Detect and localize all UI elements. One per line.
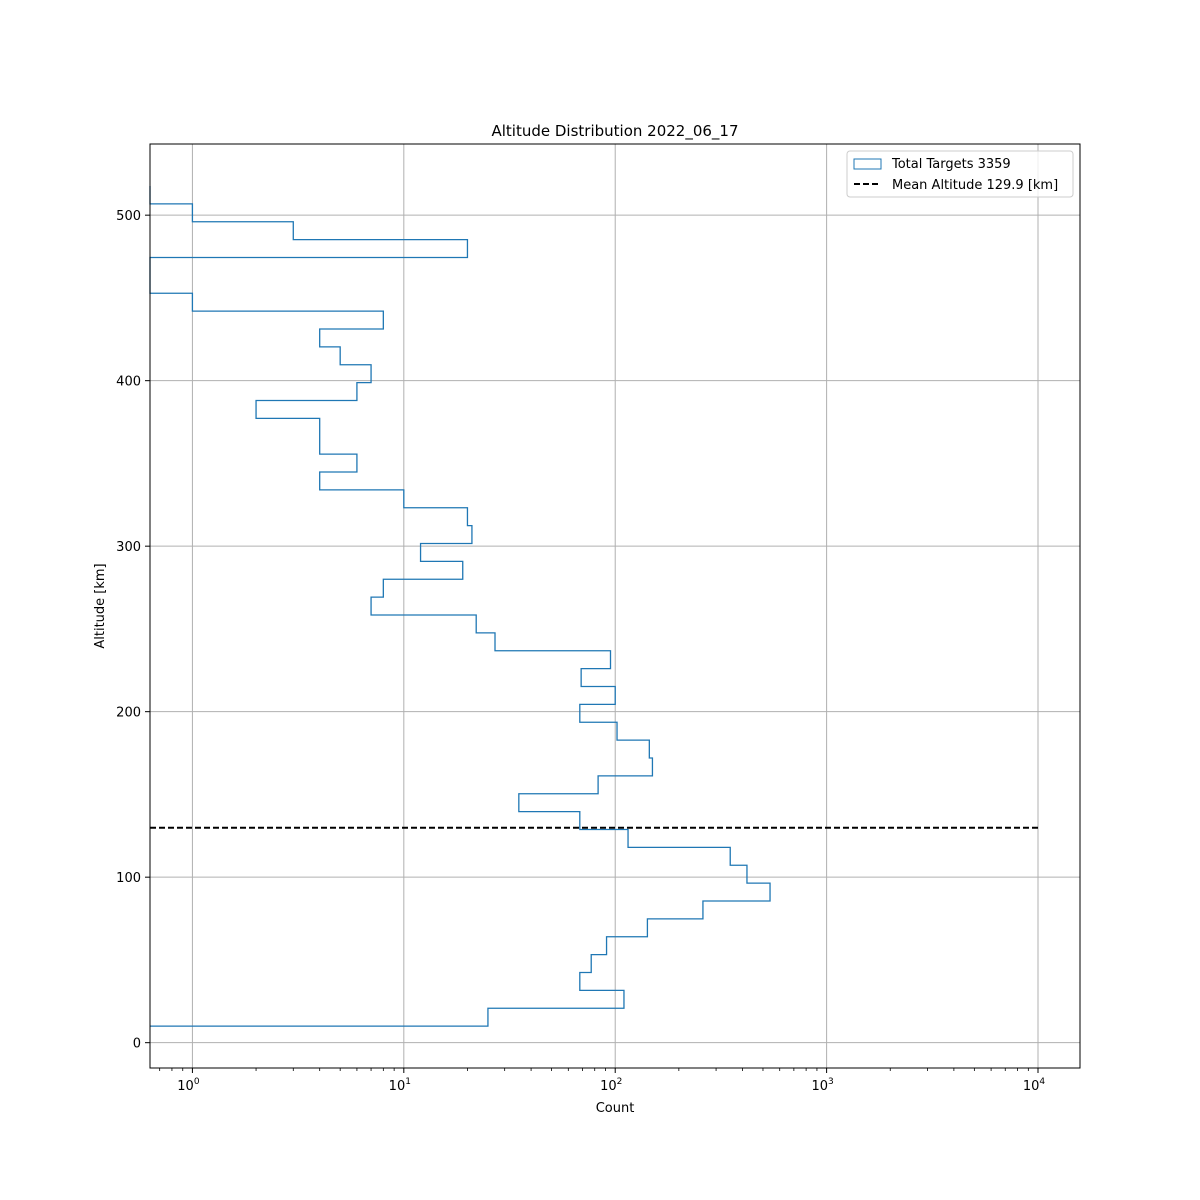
x-axis-label: Count xyxy=(596,1101,635,1116)
y-tick-label: 200 xyxy=(116,706,141,721)
legend-swatch-histogram xyxy=(853,158,882,170)
series-layer xyxy=(149,186,1039,1027)
chart-title: Altitude Distribution 2022_06_17 xyxy=(491,122,738,141)
legend: Total Targets 3359 Mean Altitude 129.9 [… xyxy=(846,150,1074,198)
histogram-outline xyxy=(149,186,771,1027)
y-tick-label: 400 xyxy=(116,375,141,390)
legend-box xyxy=(846,150,1074,198)
y-axis-label: Altitude [km] xyxy=(93,563,108,648)
legend-label-mean-line: Mean Altitude 129.9 [km] xyxy=(892,178,1058,193)
legend-label-histogram: Total Targets 3359 xyxy=(891,157,1011,172)
y-tick-label: 0 xyxy=(133,1037,141,1052)
y-tick-label: 500 xyxy=(116,209,141,224)
y-tick-label: 100 xyxy=(116,871,141,886)
y-tick-label: 300 xyxy=(116,540,141,555)
grid-lines xyxy=(150,144,1080,1068)
